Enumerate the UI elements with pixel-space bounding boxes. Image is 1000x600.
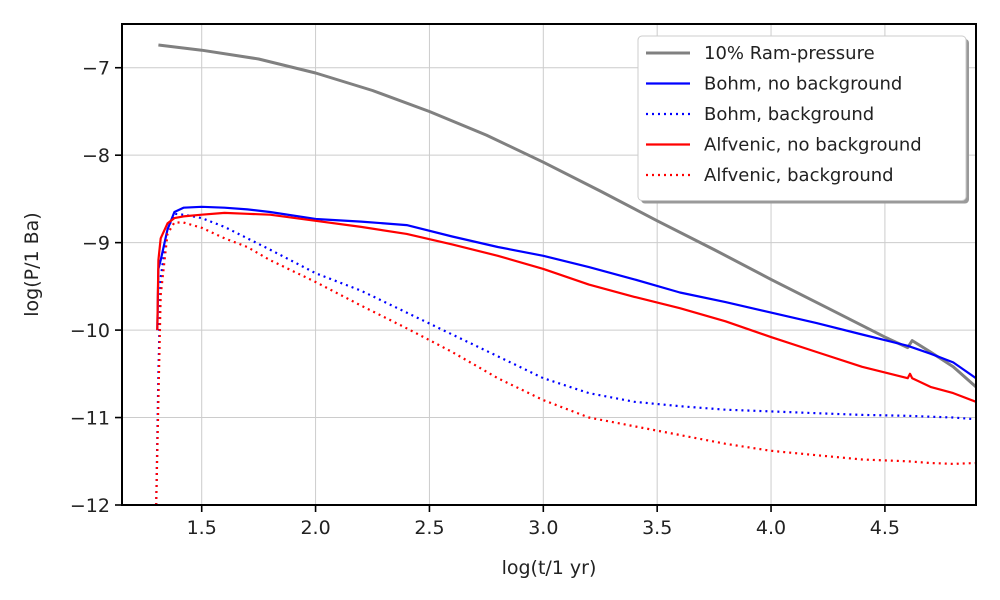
x-axis-label: log(t/1 yr) <box>502 557 597 579</box>
legend-label: 10% Ram-pressure <box>704 43 875 64</box>
x-tick-label: 2.5 <box>414 517 444 539</box>
x-tick-label: 3.5 <box>642 517 672 539</box>
series-line-alfvenic-no-background <box>156 211 976 403</box>
y-tick-label: −8 <box>82 145 110 167</box>
legend-label: Bohm, no background <box>704 74 902 95</box>
y-axis-label: log(P/1 Ba) <box>21 212 43 316</box>
y-tick-label: −9 <box>82 233 110 255</box>
legend-box <box>637 35 967 201</box>
y-tick-label: −10 <box>70 320 110 342</box>
legend-label: Alfvenic, no background <box>704 135 922 156</box>
x-tick-label: 2.0 <box>300 517 330 539</box>
legend-label: Alfvenic, background <box>704 165 894 186</box>
y-tick-label: −12 <box>70 495 110 517</box>
series-lines <box>155 43 976 505</box>
series-line-bohm-background <box>155 212 976 505</box>
axis-ticks: 1.5 2.0 2.5 3.0 3.5 4.0 4.5 −12 −11 −10 −9 −8 −7 <box>70 58 900 539</box>
x-tick-label: 3.0 <box>528 517 558 539</box>
series-line-bohm-no-background <box>156 205 976 380</box>
x-tick-label: 4.0 <box>756 517 786 539</box>
y-tick-label: −7 <box>82 58 110 80</box>
legend: 10% Ram-pressure Bohm, no background Bohm,… <box>637 35 969 204</box>
x-tick-label: 1.5 <box>187 517 217 539</box>
x-tick-label: 4.5 <box>870 517 900 539</box>
plot-frame <box>121 23 977 506</box>
y-tick-label: −11 <box>70 408 110 430</box>
series-line-10-ram-pressure <box>158 43 976 389</box>
legend-label: Bohm, background <box>704 104 874 125</box>
